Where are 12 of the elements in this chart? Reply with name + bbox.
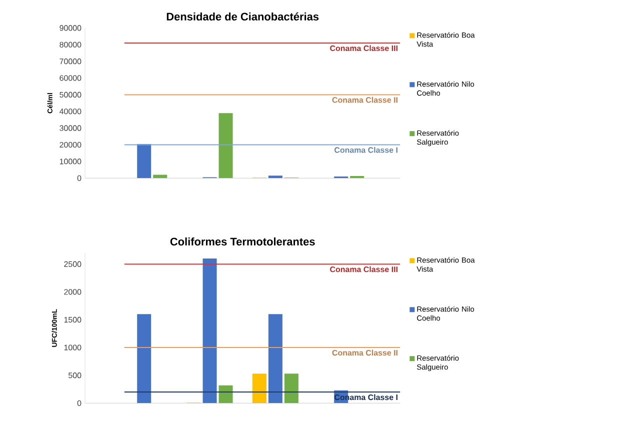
bar bbox=[252, 374, 266, 404]
bar bbox=[137, 144, 152, 178]
bar bbox=[218, 385, 233, 404]
bar bbox=[202, 258, 217, 404]
bar bbox=[218, 113, 233, 178]
bar bbox=[137, 314, 152, 404]
chart-title: Densidade de Cianobactérias bbox=[166, 12, 319, 20]
bar bbox=[268, 176, 282, 178]
chart-title: Coliformes Termotolerantes bbox=[170, 237, 315, 246]
bar bbox=[268, 314, 282, 404]
bar bbox=[350, 176, 364, 178]
bar bbox=[284, 374, 298, 404]
